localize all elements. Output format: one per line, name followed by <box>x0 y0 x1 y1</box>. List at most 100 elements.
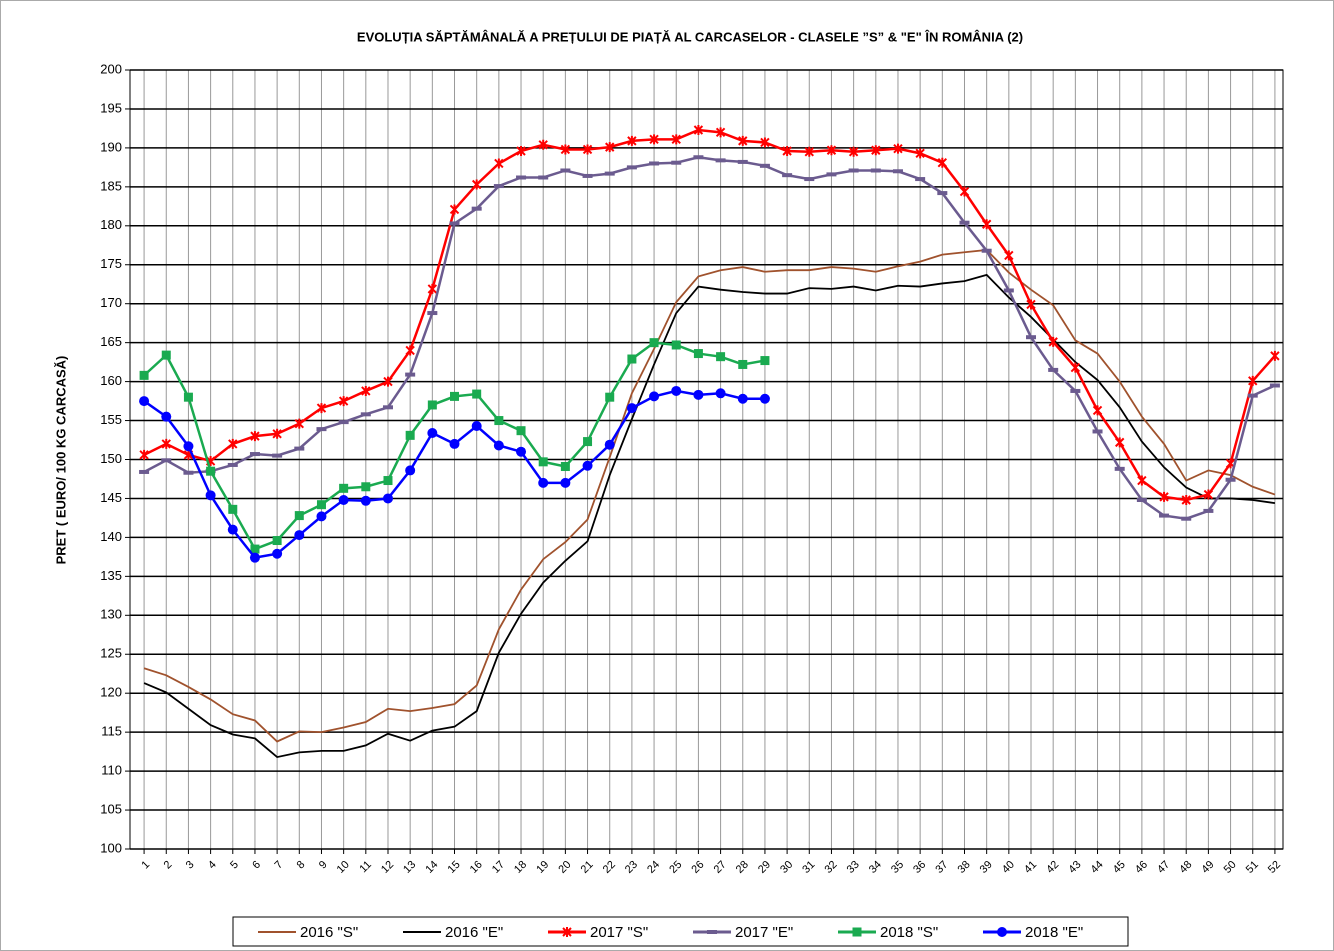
marker <box>804 177 815 182</box>
marker <box>582 173 593 178</box>
marker <box>294 446 305 451</box>
marker <box>139 449 149 460</box>
marker <box>848 146 859 157</box>
marker <box>249 552 260 563</box>
marker <box>1203 489 1214 500</box>
marker <box>139 469 150 474</box>
marker <box>427 283 438 294</box>
marker <box>693 349 703 359</box>
marker <box>161 350 171 360</box>
marker <box>582 144 593 155</box>
marker <box>294 530 305 541</box>
marker <box>493 440 504 451</box>
marker <box>139 396 150 407</box>
legend-label: 2017 "E" <box>735 924 793 941</box>
y-tick-label: 125 <box>100 646 122 661</box>
marker <box>1048 367 1059 372</box>
marker <box>382 405 393 410</box>
marker <box>161 411 172 422</box>
marker <box>560 477 571 488</box>
marker <box>272 536 282 546</box>
y-tick-label: 140 <box>100 529 122 544</box>
y-tick-label: 115 <box>101 724 122 739</box>
marker <box>852 927 862 937</box>
marker <box>707 930 717 934</box>
marker <box>471 206 482 211</box>
marker <box>494 158 504 169</box>
marker <box>516 426 526 436</box>
legend-label: 2018 "E" <box>1025 924 1083 941</box>
marker <box>383 376 393 387</box>
marker <box>649 161 660 166</box>
marker <box>649 338 659 348</box>
y-tick-label: 200 <box>100 61 122 76</box>
y-tick-label: 130 <box>100 607 122 622</box>
marker <box>1203 508 1214 513</box>
marker <box>1026 299 1036 310</box>
marker <box>1270 350 1280 361</box>
marker <box>383 476 393 486</box>
marker <box>493 184 504 189</box>
marker <box>759 163 770 168</box>
marker <box>649 391 660 402</box>
marker <box>1269 383 1280 388</box>
marker <box>671 340 681 350</box>
marker <box>183 441 194 452</box>
marker <box>737 393 748 404</box>
y-tick-label: 165 <box>100 334 122 349</box>
marker <box>627 135 637 146</box>
marker <box>671 385 682 396</box>
marker <box>361 482 371 492</box>
marker <box>959 186 970 197</box>
y-tick-label: 105 <box>100 801 122 816</box>
marker <box>449 438 460 449</box>
marker <box>892 169 903 174</box>
marker <box>693 155 704 160</box>
marker <box>737 159 748 164</box>
y-tick-label: 120 <box>100 685 122 700</box>
marker <box>1159 513 1170 518</box>
legend-label: 2018 "S" <box>880 924 938 941</box>
marker <box>981 219 992 230</box>
y-tick-label: 145 <box>100 490 122 505</box>
marker <box>560 144 571 155</box>
marker <box>361 385 371 396</box>
marker <box>250 431 260 442</box>
y-tick-label: 100 <box>100 840 122 855</box>
marker <box>472 389 482 399</box>
marker <box>161 438 171 449</box>
legend <box>232 916 1129 947</box>
marker <box>538 477 549 488</box>
marker <box>649 134 659 145</box>
marker <box>826 172 837 177</box>
marker <box>671 160 682 165</box>
marker <box>360 495 371 506</box>
marker <box>405 372 416 377</box>
series-line <box>143 128 1276 502</box>
marker <box>738 359 748 369</box>
legend-label: 2017 "S" <box>590 924 648 941</box>
marker <box>870 168 881 173</box>
y-tick-label: 185 <box>100 178 122 193</box>
marker <box>1181 495 1191 506</box>
marker <box>804 146 814 157</box>
marker <box>227 524 238 535</box>
marker <box>316 500 326 510</box>
marker <box>715 388 726 399</box>
marker <box>981 248 992 253</box>
marker <box>1137 475 1147 486</box>
marker <box>1048 336 1058 347</box>
y-tick-label: 170 <box>100 295 122 310</box>
marker <box>782 146 792 157</box>
series-line <box>143 155 1276 520</box>
marker <box>339 483 349 493</box>
marker <box>449 221 460 226</box>
marker <box>937 157 948 168</box>
marker <box>560 462 570 472</box>
marker <box>205 490 216 501</box>
marker <box>560 168 571 173</box>
marker <box>449 204 460 215</box>
marker <box>782 173 793 178</box>
marker <box>316 511 327 522</box>
